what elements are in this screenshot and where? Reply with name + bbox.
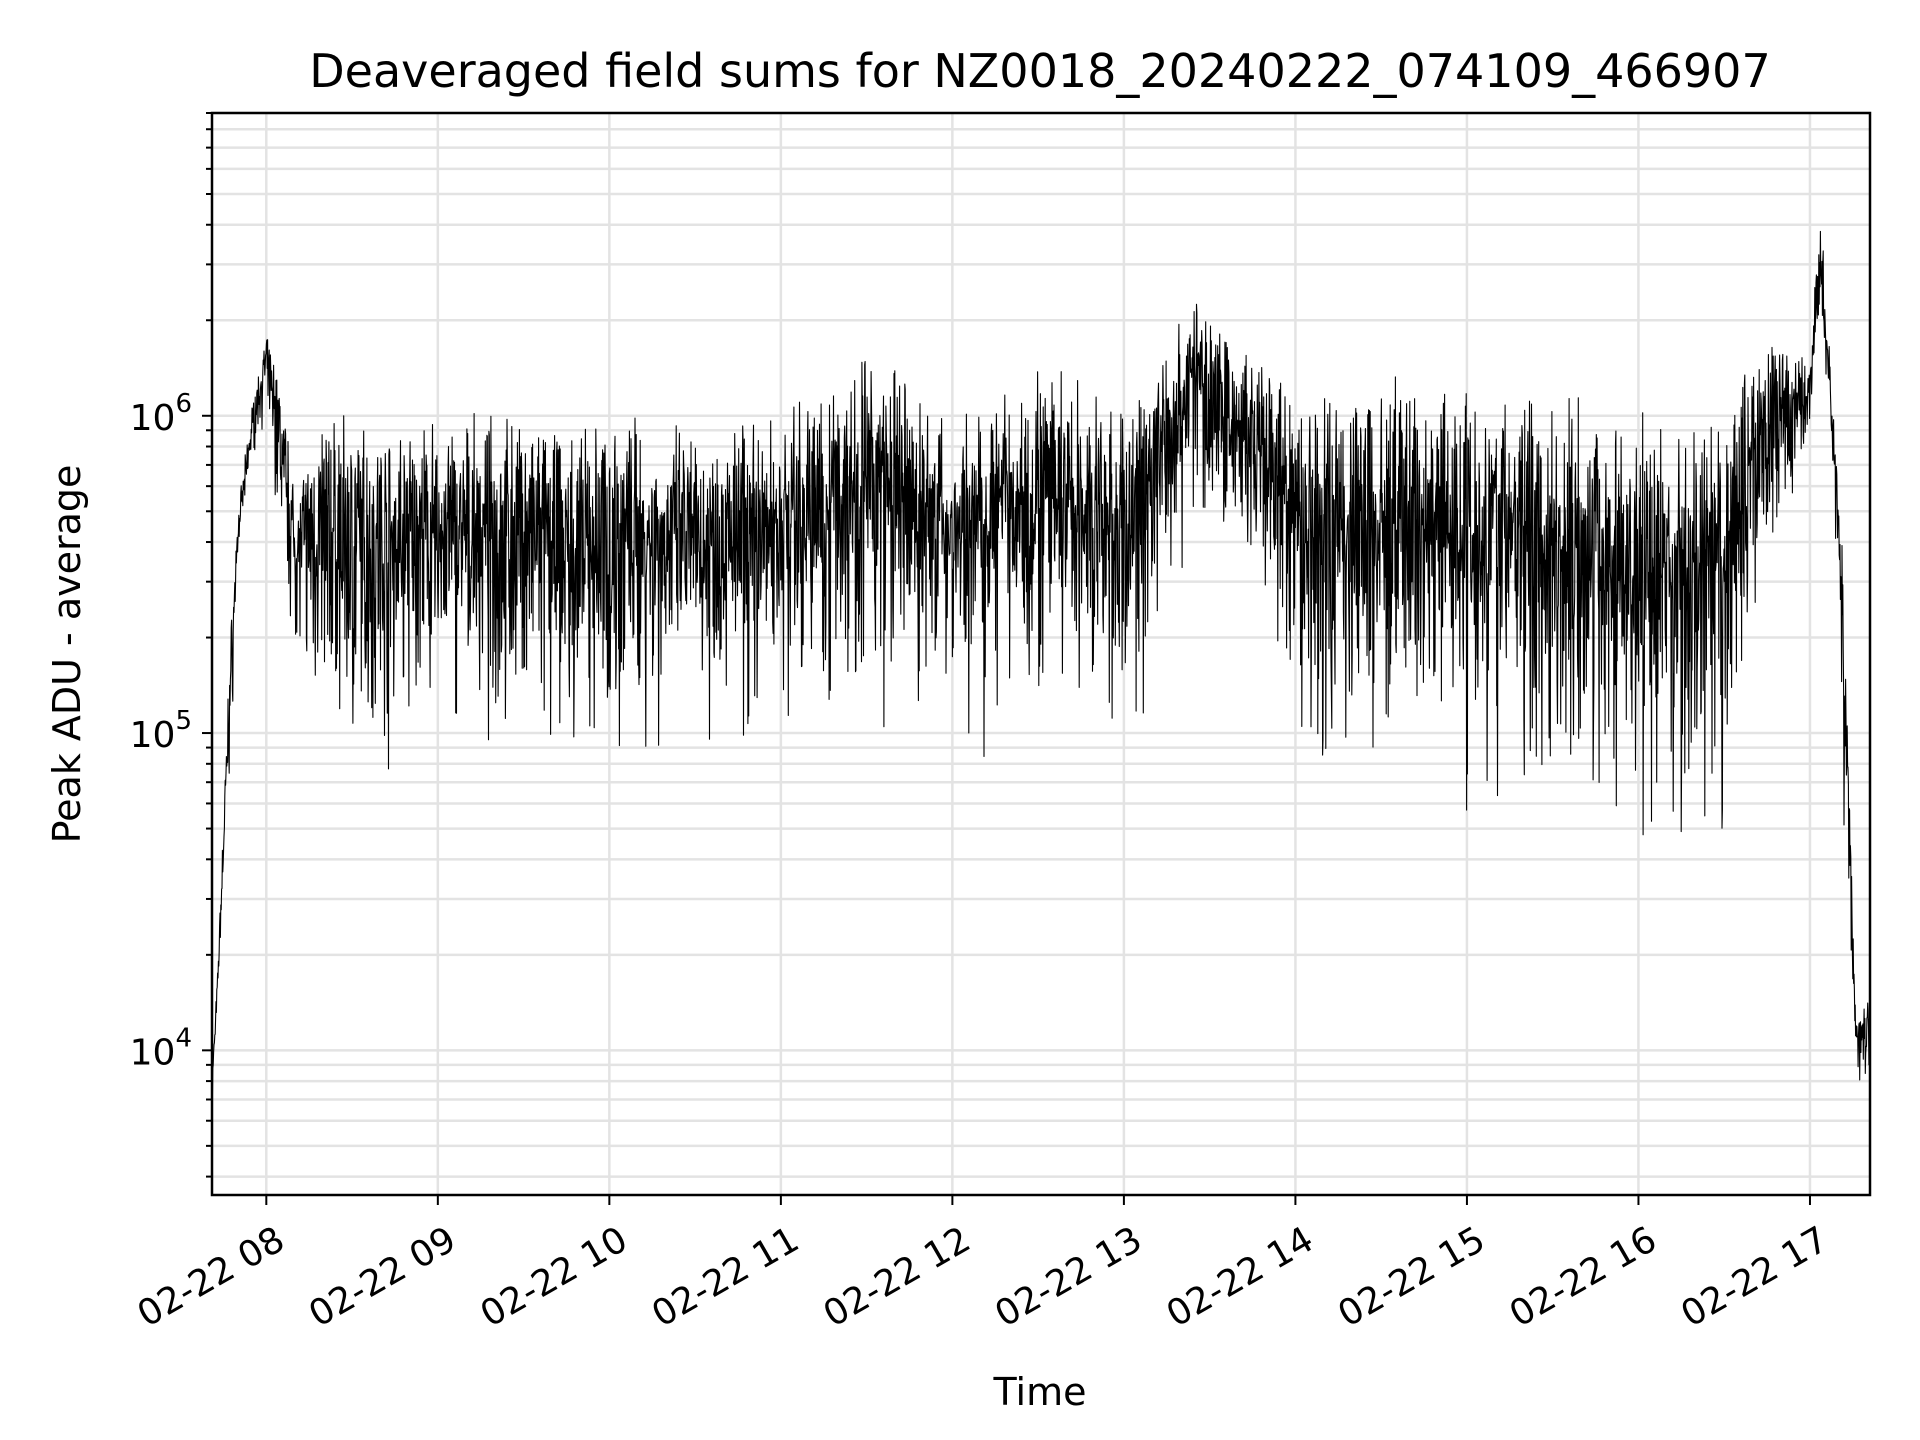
y-tick-label-base: 10 — [130, 715, 176, 756]
x-tick-label: 02-22 14 — [1160, 1219, 1321, 1335]
y-tick-label: 104 — [130, 1023, 192, 1073]
x-tick-label: 02-22 15 — [1331, 1219, 1492, 1335]
y-tick-label-exponent: 6 — [175, 389, 192, 419]
chart-title: Deaveraged field sums for NZ0018_2024022… — [309, 44, 1770, 98]
y-tick-label-exponent: 4 — [175, 1023, 192, 1053]
x-tick-label: 02-22 13 — [988, 1219, 1149, 1335]
y-tick-label-base: 10 — [130, 398, 176, 439]
y-tick-label: 106 — [130, 389, 192, 439]
grid-layer — [212, 111, 1870, 1195]
x-tick-label: 02-22 16 — [1503, 1219, 1664, 1335]
series-line-layer — [211, 230, 1871, 1101]
x-tick-label: 02-22 11 — [645, 1219, 806, 1335]
plot-frame — [210, 111, 1872, 1197]
y-tick-label-exponent: 5 — [175, 706, 192, 736]
x-axis-label: Time — [993, 1370, 1087, 1414]
x-tick-label: 02-22 12 — [817, 1219, 978, 1335]
x-tick-label: 02-22 09 — [302, 1219, 463, 1335]
x-tick-label: 02-22 17 — [1674, 1219, 1835, 1335]
series-line — [211, 230, 1871, 1101]
y-axis-label: Peak ADU - average — [45, 465, 89, 844]
y-tick-label-base: 10 — [130, 1032, 176, 1073]
x-tick-label: 02-22 10 — [474, 1219, 635, 1335]
x-tick-label: 02-22 08 — [131, 1219, 292, 1335]
y-tick-label: 105 — [130, 706, 192, 756]
